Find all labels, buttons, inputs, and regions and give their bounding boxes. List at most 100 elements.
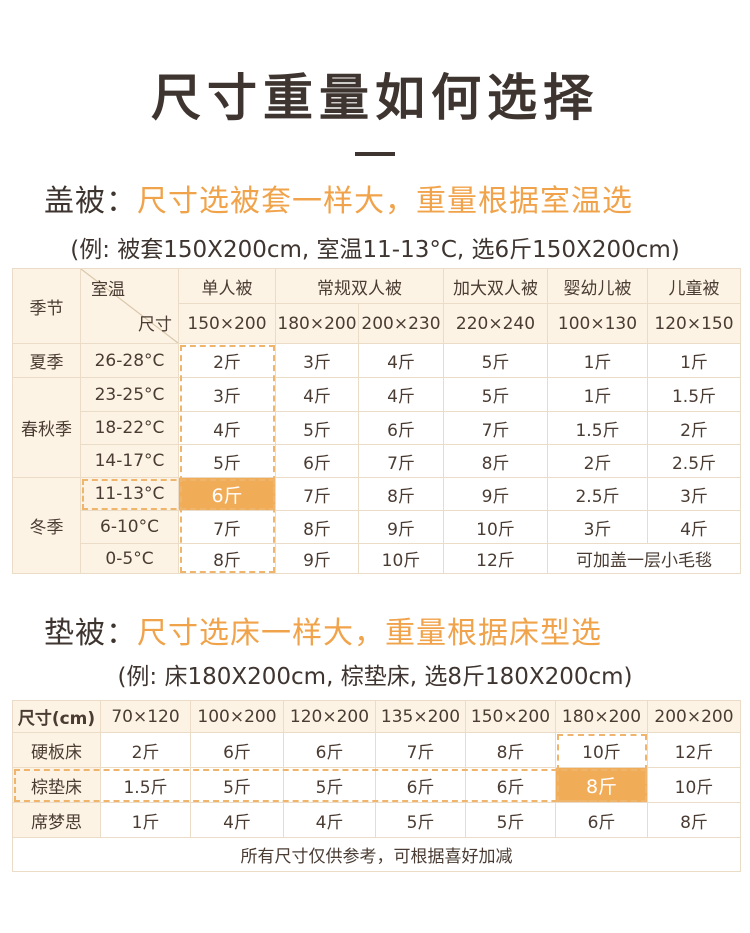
weight: 4斤 — [178, 411, 276, 445]
data-row: 6-10°C 7斤 8斤 9斤 10斤 3斤 4斤 — [13, 510, 741, 544]
weight: 2斤 — [547, 444, 648, 478]
weight: 1斤 — [647, 343, 741, 378]
bed-type: 硬板床 — [12, 732, 101, 768]
weight: 3斤 — [647, 477, 741, 511]
temperature: 23-25°C — [80, 377, 179, 412]
weight: 7斤 — [275, 477, 359, 511]
weight: 1斤 — [100, 802, 191, 838]
weight: 3斤 — [178, 377, 276, 412]
data-row: 0-5°C 8斤 9斤 10斤 12斤 可加盖一层小毛毯 — [13, 543, 741, 574]
season: 冬季 — [12, 477, 81, 574]
data-row: 18-22°C 4斤 5斤 6斤 7斤 1.5斤 2斤 — [13, 411, 741, 445]
weight: 6斤 — [465, 767, 556, 803]
weight: 9斤 — [358, 510, 444, 544]
weight: 8斤 — [465, 732, 556, 768]
weight: 7斤 — [375, 732, 466, 768]
weight: 8斤 — [647, 802, 741, 838]
weight: 6斤 — [190, 732, 284, 768]
weight: 2斤 — [647, 411, 741, 445]
example: (例: 被套150X200cm, 室温11-13°C, 选6斤150X200cm… — [70, 237, 680, 263]
weight: 8斤 — [443, 444, 548, 478]
data-row: 春秋季 23-25°C 3斤 4斤 4斤 5斤 1斤 1.5斤 — [12, 377, 741, 478]
temperature: 6-10°C — [80, 510, 179, 544]
divider — [355, 152, 395, 156]
weight: 5斤 — [283, 767, 376, 803]
bed-type: 棕垫床 — [12, 767, 101, 803]
weight: 6斤 — [178, 477, 276, 511]
season: 夏季 — [12, 343, 81, 378]
heading-label: 垫被： — [44, 616, 137, 651]
weight: 10斤 — [647, 767, 741, 803]
weight: 5斤 — [375, 802, 466, 838]
weight: 10斤 — [443, 510, 548, 544]
weight: 6斤 — [283, 732, 376, 768]
title: 尺寸重量如何选择 — [151, 69, 599, 127]
size-header: 120×150 — [647, 303, 741, 344]
pad-heading: 垫被：尺寸选床一样大，重量根据床型选 — [44, 608, 602, 652]
weight: 7斤 — [443, 411, 548, 445]
weight: 7斤 — [178, 510, 276, 544]
weight: 1.5斤 — [547, 411, 648, 445]
weight: 7斤 — [358, 444, 444, 478]
weight: 5斤 — [178, 444, 276, 478]
size: 70×120 — [100, 700, 191, 733]
heading-text: 尺寸选被套一样大，重量根据室温选 — [137, 184, 633, 219]
season-header: 季节 — [12, 268, 81, 344]
heading-text: 尺寸选床一样大，重量根据床型选 — [137, 616, 602, 651]
weight: 12斤 — [443, 543, 548, 574]
header-row: 季节 室温 尺寸 单人被 常规双人被 加大双人被 婴幼儿被 儿童被 — [12, 268, 741, 344]
size-header: 尺寸 — [138, 315, 172, 335]
weight: 1.5斤 — [647, 377, 741, 412]
weight: 1斤 — [547, 343, 648, 378]
header-row: 尺寸(cm) 70×120 100×200 120×200 135×200 150×200… — [12, 700, 741, 733]
weight: 4斤 — [358, 377, 444, 412]
size-header: 220×240 — [443, 303, 548, 344]
season: 春秋季 — [12, 377, 81, 478]
weight: 10斤 — [358, 543, 444, 574]
note: 所有尺寸仅供参考，可根据喜好加减 — [12, 837, 741, 872]
bed-type: 席梦思 — [12, 802, 101, 838]
group-header: 常规双人被 — [275, 268, 444, 304]
group-header: 儿童被 — [647, 268, 741, 304]
pad-table: 尺寸(cm) 70×120 100×200 120×200 135×200 150×200… — [12, 700, 741, 872]
group-header: 加大双人被 — [443, 268, 548, 304]
group-header: 婴幼儿被 — [547, 268, 648, 304]
size: 200×200 — [647, 700, 741, 733]
temp-header: 室温 — [91, 280, 125, 300]
weight: 8斤 — [178, 543, 276, 574]
temperature: 18-22°C — [80, 411, 179, 445]
quilt-heading: 盖被：尺寸选被套一样大，重量根据室温选 — [44, 176, 633, 220]
weight: 5斤 — [443, 377, 548, 412]
weight: 2斤 — [100, 732, 191, 768]
data-row: 棕垫床 1.5斤 5斤 5斤 6斤 6斤 8斤 10斤 — [12, 767, 741, 803]
weight: 4斤 — [275, 377, 359, 412]
temperature: 11-13°C — [80, 477, 179, 511]
weight: 8斤 — [275, 510, 359, 544]
weight: 4斤 — [190, 802, 284, 838]
group-header: 单人被 — [178, 268, 276, 304]
temperature: 0-5°C — [80, 543, 179, 574]
size-header: 180×200 — [275, 303, 359, 344]
heading-label: 盖被： — [44, 184, 137, 219]
data-row: 席梦思 1斤 4斤 4斤 5斤 5斤 6斤 8斤 — [12, 802, 741, 838]
note-row: 所有尺寸仅供参考，可根据喜好加减 — [12, 837, 741, 872]
size-header: 200×230 — [358, 303, 444, 344]
weight: 可加盖一层小毛毯 — [547, 543, 741, 574]
example: (例: 床180X200cm, 棕垫床, 选8斤180X200cm) — [117, 664, 633, 690]
weight: 4斤 — [358, 343, 444, 378]
data-row: 冬季 11-13°C 6斤 7斤 8斤 9斤 2.5斤 3斤 — [12, 477, 741, 574]
data-row: 夏季 26-28°C 2斤 3斤 4斤 5斤 1斤 1斤 — [12, 343, 741, 378]
size: 100×200 — [190, 700, 284, 733]
data-row: 硬板床 2斤 6斤 6斤 7斤 8斤 10斤 12斤 — [12, 732, 741, 768]
weight: 2.5斤 — [547, 477, 648, 511]
weight: 3斤 — [275, 343, 359, 378]
temperature: 26-28°C — [80, 343, 179, 378]
size: 180×200 — [555, 700, 648, 733]
weight: 2斤 — [178, 343, 276, 378]
size: 150×200 — [465, 700, 556, 733]
weight: 6斤 — [358, 411, 444, 445]
weight: 5斤 — [190, 767, 284, 803]
weight: 6斤 — [375, 767, 466, 803]
weight: 9斤 — [443, 477, 548, 511]
